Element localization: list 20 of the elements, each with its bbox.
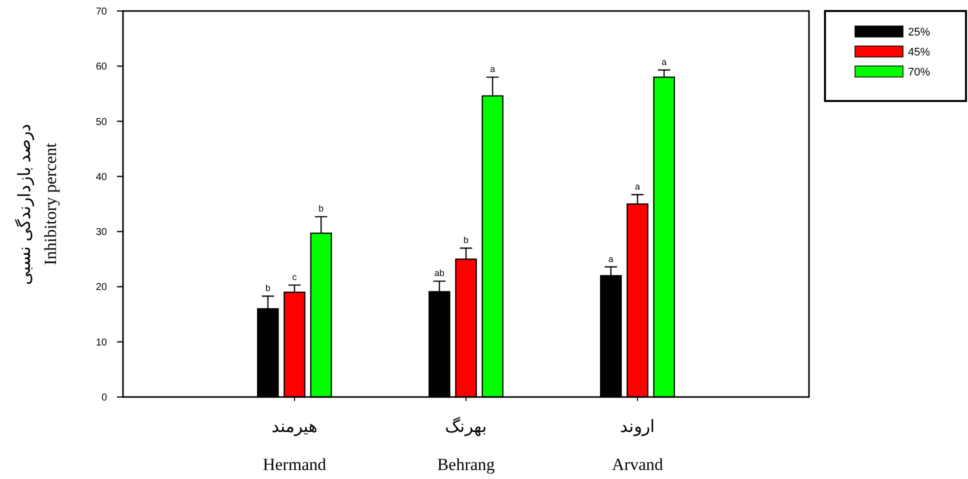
y-tick-label: 60: [96, 62, 108, 73]
data-label: ab: [434, 268, 444, 278]
data-label: b: [318, 204, 324, 214]
legend-label: 70%: [908, 66, 930, 78]
y-tick-label: 10: [96, 337, 108, 348]
y-tick-label: 50: [96, 116, 108, 128]
data-label: b: [265, 283, 270, 294]
data-label: a: [490, 64, 496, 74]
y-tick-label: 30: [96, 227, 108, 238]
data-label: c: [292, 272, 298, 282]
legend-label: 45%: [908, 46, 930, 58]
data-label: a: [608, 254, 614, 264]
y-tick-label: 0: [101, 392, 108, 404]
legend-label: 25%: [908, 26, 930, 38]
data-label: a: [634, 182, 640, 192]
y-tick-label: 40: [96, 172, 108, 183]
y-tick-label: 70: [96, 6, 108, 18]
data-label: a: [662, 57, 667, 68]
data-label: b: [463, 235, 469, 246]
y-tick-label: 20: [96, 282, 108, 294]
